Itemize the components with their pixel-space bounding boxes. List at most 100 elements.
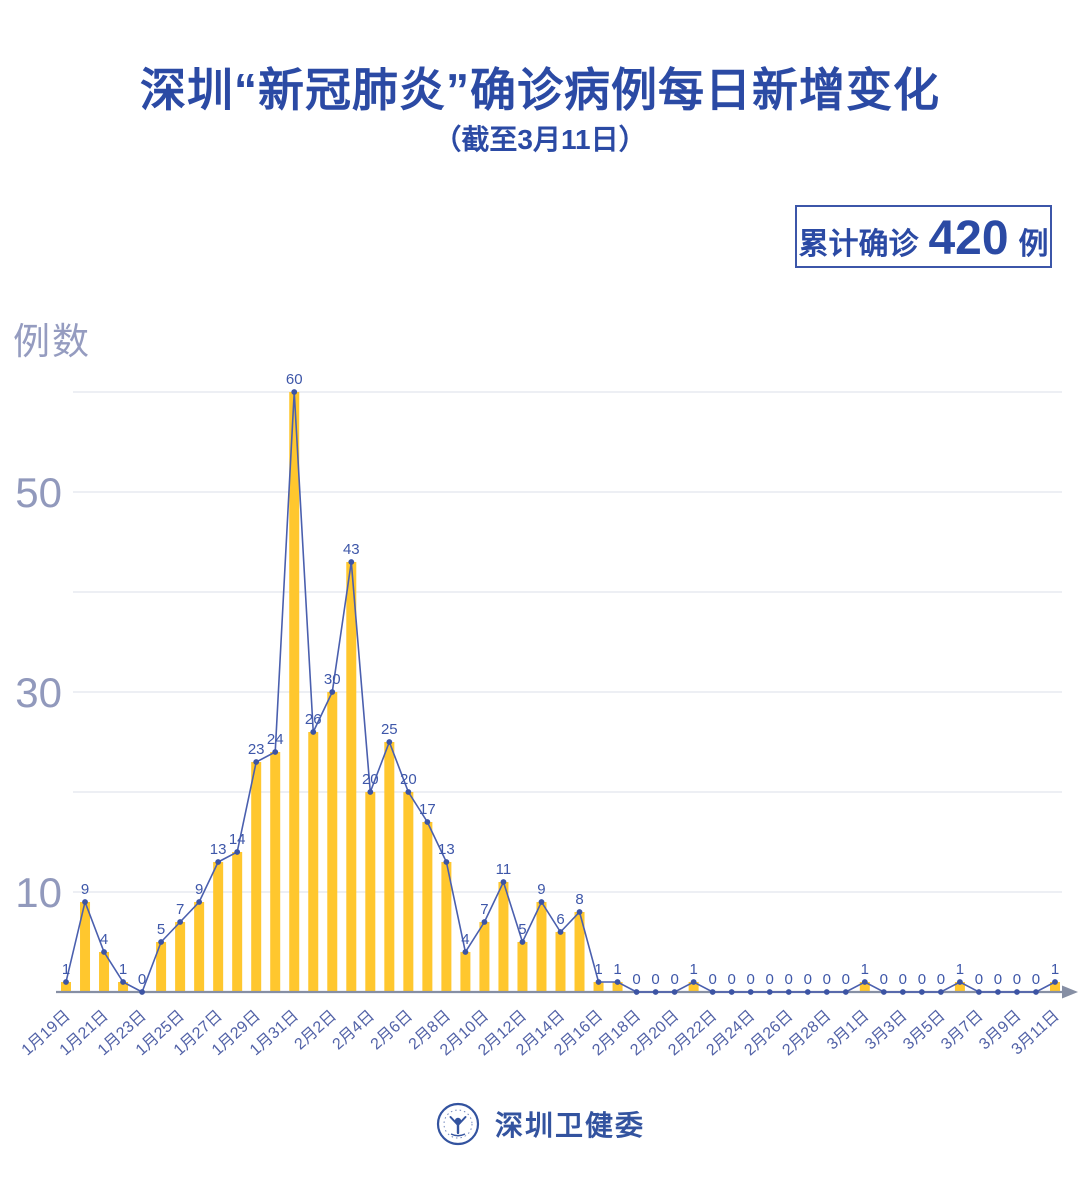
y-axis-title: 例数 — [13, 321, 91, 362]
point-value-label: 25 — [381, 721, 398, 738]
point-value-label: 0 — [804, 971, 812, 988]
bar — [1050, 982, 1060, 992]
data-point — [291, 389, 298, 395]
data-point — [823, 989, 830, 995]
data-point — [1052, 979, 1058, 985]
bar — [270, 752, 281, 992]
point-value-label: 43 — [343, 541, 360, 558]
point-value-label: 0 — [766, 971, 774, 988]
point-value-label: 0 — [937, 971, 945, 988]
data-point — [785, 989, 792, 995]
bar — [479, 922, 490, 992]
data-point — [538, 899, 545, 905]
point-value-label: 4 — [461, 931, 469, 948]
data-point — [139, 989, 145, 995]
footer-org-name: 深圳卫健委 — [494, 1110, 645, 1141]
bar — [232, 852, 243, 992]
bar — [213, 862, 224, 992]
data-point — [995, 989, 1001, 995]
bar — [289, 392, 300, 992]
bar — [441, 862, 452, 992]
x-tick-label: 2月4日 — [330, 1007, 378, 1053]
point-value-label: 1 — [594, 961, 602, 978]
bar — [403, 792, 414, 992]
point-value-label: 24 — [267, 731, 284, 748]
data-point — [367, 789, 374, 795]
point-value-label: 7 — [480, 901, 488, 918]
point-value-label: 26 — [305, 711, 322, 728]
data-point — [101, 949, 107, 955]
badge-prefix-label: 累计确诊 — [798, 228, 919, 261]
bar — [346, 562, 357, 992]
data-point — [443, 859, 450, 865]
footer: 深圳卫健委 — [0, 1096, 1080, 1152]
bar — [859, 982, 870, 992]
bar — [365, 792, 376, 992]
point-value-label: 6 — [556, 911, 564, 928]
x-tick-label: 2月6日 — [368, 1007, 416, 1053]
data-point — [690, 979, 697, 985]
point-value-label: 0 — [918, 971, 926, 988]
data-point — [310, 729, 317, 735]
point-value-label: 30 — [324, 671, 341, 688]
data-point — [215, 859, 222, 865]
data-point — [405, 789, 412, 795]
point-value-label: 14 — [229, 831, 246, 848]
point-value-label: 0 — [708, 971, 716, 988]
point-value-label: 0 — [1032, 971, 1040, 988]
point-value-label: 0 — [842, 971, 850, 988]
data-point — [1033, 989, 1039, 995]
data-point — [63, 979, 69, 985]
point-value-label: 60 — [286, 371, 303, 388]
bar — [422, 822, 433, 992]
point-value-label: 0 — [994, 971, 1002, 988]
chart-title: 深圳“新冠肺炎”确诊病例每日新增变化 — [140, 64, 940, 116]
point-value-label: 1 — [861, 961, 869, 978]
data-point — [519, 939, 526, 945]
point-value-label: 0 — [651, 971, 659, 988]
point-value-label: 20 — [400, 771, 417, 788]
point-value-label: 23 — [248, 741, 265, 758]
data-point — [709, 989, 716, 995]
point-value-label: 0 — [823, 971, 831, 988]
data-point — [462, 949, 469, 955]
data-point — [842, 989, 849, 995]
bar — [574, 912, 585, 992]
data-point — [500, 879, 507, 885]
point-value-label: 1 — [1051, 961, 1059, 978]
bar — [99, 952, 110, 992]
point-value-label: 13 — [210, 841, 227, 858]
y-tick-label: 50 — [15, 469, 62, 516]
point-value-label: 0 — [1013, 971, 1021, 988]
data-point — [120, 979, 126, 985]
bar — [80, 902, 91, 992]
bar — [194, 902, 205, 992]
bar — [156, 942, 167, 992]
bar — [118, 982, 129, 992]
point-value-label: 11 — [496, 861, 512, 878]
x-axis-arrow-icon — [1062, 985, 1078, 999]
badge-unit-label: 例 — [1018, 228, 1049, 261]
bar — [251, 762, 262, 992]
point-value-label: 13 — [438, 841, 455, 858]
data-point — [348, 559, 355, 565]
data-point — [652, 989, 659, 995]
data-point — [595, 979, 602, 985]
data-point — [576, 909, 583, 915]
bar — [612, 982, 623, 992]
point-value-label: 9 — [81, 881, 89, 898]
bar — [555, 932, 566, 992]
data-point — [272, 749, 279, 755]
point-value-label: 7 — [176, 901, 184, 918]
point-value-label: 9 — [537, 881, 545, 898]
point-value-label: 5 — [157, 921, 165, 938]
point-value-label: 0 — [899, 971, 907, 988]
bar — [327, 692, 338, 992]
point-value-label: 20 — [362, 771, 379, 788]
badge-total-value: 420 — [928, 212, 1009, 265]
data-point — [82, 899, 88, 905]
chart-subtitle: （截至3月11日） — [433, 124, 647, 155]
point-value-label: 1 — [119, 961, 127, 978]
data-point — [861, 979, 868, 985]
